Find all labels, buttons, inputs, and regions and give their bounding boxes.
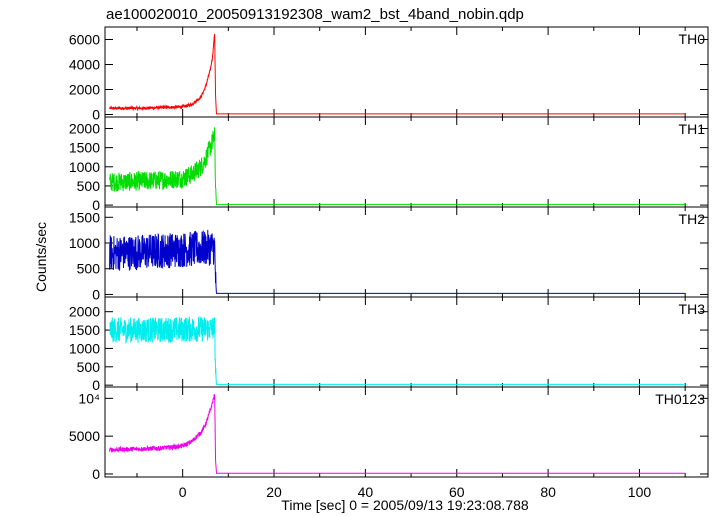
y-tick-label: 2000 bbox=[69, 82, 100, 98]
panel-frame bbox=[104, 26, 709, 118]
x-tick-label: 100 bbox=[628, 484, 652, 500]
y-tick-label: 1000 bbox=[69, 340, 100, 356]
x-tick-label: 80 bbox=[540, 484, 556, 500]
y-tick-label: 1500 bbox=[69, 140, 100, 156]
y-tick-label: 2000 bbox=[69, 304, 100, 320]
panel-th0: 0 2000 4000 6000 TH0 bbox=[69, 26, 709, 123]
y-tick-label: 5000 bbox=[69, 428, 100, 444]
y-axis-label: Counts/sec bbox=[33, 222, 49, 292]
series-line-th0123 bbox=[109, 393, 686, 474]
chart-title: ae100020010_20050913192308_wam2_bst_4ban… bbox=[106, 6, 524, 23]
y-tick-label: 1000 bbox=[69, 235, 100, 251]
x-tick-label: 60 bbox=[449, 484, 465, 500]
x-tick-label: 0 bbox=[179, 484, 187, 500]
series-label: TH0123 bbox=[655, 391, 705, 407]
panel-th3: 0 500 1000 1500 2000 TH3 bbox=[69, 296, 709, 393]
series-label: TH1 bbox=[679, 121, 706, 137]
series-label: TH3 bbox=[679, 301, 706, 317]
panel-frame bbox=[104, 116, 709, 208]
y-tick-label: 0 bbox=[92, 286, 100, 302]
x-tick-label: 20 bbox=[266, 484, 282, 500]
panel-th1: 0 500 1000 1500 2000 TH1 bbox=[69, 116, 709, 213]
y-tick-label: 1500 bbox=[69, 322, 100, 338]
series-line-th2 bbox=[109, 229, 686, 294]
y-tick-label: 500 bbox=[77, 261, 101, 277]
y-tick-label: 1000 bbox=[69, 159, 100, 175]
y-tick-label: 500 bbox=[77, 178, 101, 194]
series-line-th1 bbox=[109, 127, 686, 205]
panel-frame bbox=[104, 296, 709, 388]
y-tick-label: 500 bbox=[77, 359, 101, 375]
y-tick-label: 0 bbox=[92, 377, 100, 393]
y-tick-label: 2000 bbox=[69, 120, 100, 136]
x-axis: 0 20 40 60 80 100 bbox=[179, 484, 652, 500]
panel-th0123: 0 5000 10⁴ TH0123 bbox=[69, 386, 709, 482]
y-tick-label: 6000 bbox=[69, 32, 100, 48]
y-tick-label: 10⁴ bbox=[78, 390, 100, 406]
panel-frame bbox=[104, 386, 709, 478]
series-label: TH2 bbox=[679, 211, 706, 227]
series-label: TH0 bbox=[679, 31, 706, 47]
y-tick-label: 4000 bbox=[69, 57, 100, 73]
series-line-th0 bbox=[109, 34, 686, 115]
series-line-th3 bbox=[109, 315, 686, 385]
panel-th2: 0 500 1000 1500 TH2 bbox=[69, 206, 709, 302]
y-tick-label: 1500 bbox=[69, 209, 100, 225]
y-tick-label: 0 bbox=[92, 197, 100, 213]
y-tick-label: 0 bbox=[92, 107, 100, 123]
y-tick-label: 0 bbox=[92, 466, 100, 482]
x-tick-label: 40 bbox=[358, 484, 374, 500]
x-axis-label: Time [sec] 0 = 2005/09/13 19:23:08.788 bbox=[281, 497, 529, 513]
